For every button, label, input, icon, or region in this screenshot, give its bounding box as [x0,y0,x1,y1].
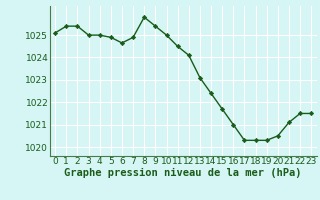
X-axis label: Graphe pression niveau de la mer (hPa): Graphe pression niveau de la mer (hPa) [64,168,302,178]
